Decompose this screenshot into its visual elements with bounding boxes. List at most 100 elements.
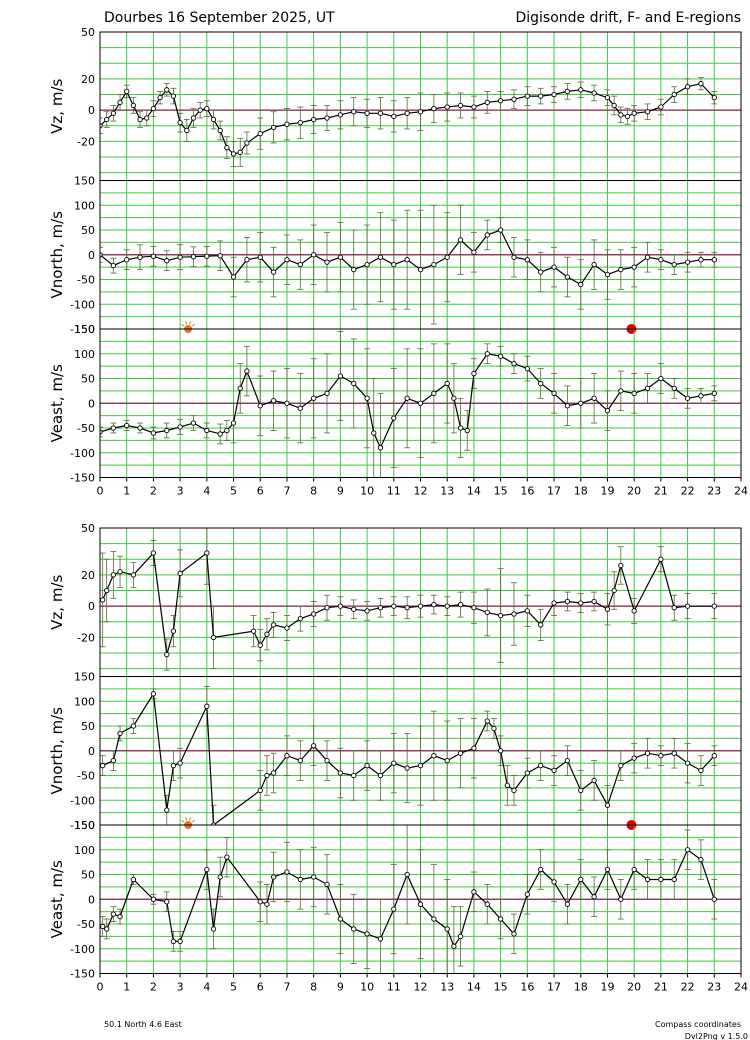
y-tick-label: 0 (88, 397, 95, 410)
data-point (364, 762, 370, 769)
data-point (671, 750, 677, 756)
data-point (150, 430, 157, 436)
data-point (351, 772, 357, 779)
x-tick-label: 8 (310, 485, 317, 498)
y-axis-label: Vnorth, m/s (48, 707, 66, 795)
data-point (404, 110, 410, 116)
plot-area (100, 686, 718, 825)
data-point (497, 916, 504, 922)
data-point (324, 881, 330, 888)
x-tick-label: 3 (177, 981, 184, 994)
y-tick-label: 50 (81, 373, 95, 386)
data-point (497, 353, 504, 359)
x-tick-label: 2 (150, 485, 157, 498)
y-tick-label: -100 (70, 447, 95, 460)
panel-2-1: 50 20 0 -20 Vz, m/s (48, 522, 742, 677)
data-point (190, 115, 197, 121)
x-tick-label: 19 (600, 981, 614, 994)
data-point (618, 896, 624, 902)
data-point (644, 385, 651, 392)
data-point (244, 257, 250, 263)
data-point (337, 112, 344, 118)
data-point (337, 770, 344, 776)
data-point (257, 130, 263, 137)
data-point (177, 760, 183, 766)
chart-title-instrument: Digisonde drift, F- and E-regions (515, 10, 741, 26)
data-point (150, 896, 157, 902)
data-point (551, 600, 557, 606)
y-tick-label: -20 (77, 631, 95, 644)
data-point (284, 400, 290, 406)
x-tick-label: 11 (387, 485, 401, 498)
data-point (451, 395, 457, 401)
data-point (270, 874, 277, 880)
data-point (297, 405, 303, 411)
x-tick-label: 23 (707, 981, 721, 994)
data-point (671, 261, 677, 268)
data-point (110, 572, 117, 578)
data-point (644, 876, 651, 883)
x-tick-label: 21 (654, 981, 668, 994)
x-tick-label: 20 (627, 485, 641, 498)
data-point (217, 127, 223, 134)
data-point (297, 261, 303, 268)
data-point (431, 753, 437, 759)
x-tick-label: 8 (310, 981, 317, 994)
x-tick-label: 4 (203, 485, 210, 498)
data-point (100, 762, 106, 769)
data-point (658, 257, 664, 263)
data-point (284, 753, 290, 759)
data-point (364, 931, 370, 937)
data-point (511, 611, 517, 617)
sunrise-ray (191, 819, 195, 823)
data-point (190, 420, 197, 426)
data-point (684, 847, 691, 853)
data-point (164, 258, 170, 264)
data-point (230, 420, 237, 426)
data-point (417, 266, 424, 273)
data-point (497, 612, 504, 619)
data-point (264, 631, 270, 637)
data-point (110, 110, 117, 116)
data-point (311, 252, 317, 258)
data-point (484, 232, 490, 238)
data-point (431, 105, 437, 112)
data-point (284, 121, 290, 127)
data-point (377, 772, 384, 779)
data-point (404, 395, 410, 401)
data-point (524, 365, 530, 372)
data-point (391, 113, 397, 120)
data-point (644, 109, 651, 115)
data-point (711, 257, 717, 263)
data-point (257, 403, 263, 409)
data-point (297, 758, 303, 764)
data-point (631, 755, 637, 761)
data-point (457, 237, 464, 243)
plot-area (100, 825, 718, 974)
data-point (564, 758, 571, 764)
data-point (100, 597, 106, 603)
sunrise-ray (189, 817, 192, 821)
data-point (324, 758, 330, 764)
data-point (377, 445, 384, 451)
data-point (671, 385, 677, 392)
data-point (524, 770, 530, 776)
data-point (364, 608, 370, 614)
data-point (270, 770, 277, 776)
y-tick-label: 20 (81, 73, 95, 86)
data-point (484, 901, 490, 907)
data-point (564, 598, 571, 605)
data-point (444, 104, 450, 110)
data-point (538, 622, 544, 628)
data-point (297, 120, 303, 126)
data-point (270, 622, 277, 628)
data-point (257, 787, 263, 793)
x-tick-label: 14 (467, 981, 481, 994)
data-point (538, 93, 544, 99)
y-tick-label: 50 (81, 26, 95, 39)
data-point (551, 91, 557, 98)
data-point (404, 871, 410, 878)
y-axis-label: Veast, m/s (48, 364, 66, 442)
y-tick-label: -100 (70, 298, 95, 311)
data-point (457, 933, 464, 940)
